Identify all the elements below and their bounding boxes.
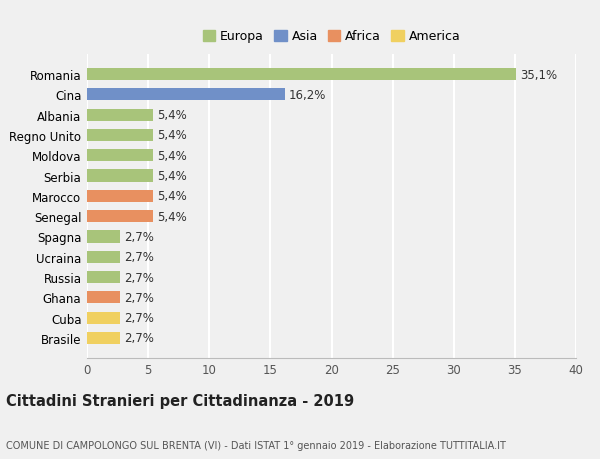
Legend: Europa, Asia, Africa, America: Europa, Asia, Africa, America (200, 28, 463, 46)
Text: 35,1%: 35,1% (520, 68, 557, 81)
Bar (87, 69, 516, 81)
Bar (87, 129, 153, 142)
Text: COMUNE DI CAMPOLONGO SUL BRENTA (VI) - Dati ISTAT 1° gennaio 2019 - Elaborazione: COMUNE DI CAMPOLONGO SUL BRENTA (VI) - D… (6, 440, 506, 450)
Bar (87, 150, 153, 162)
Bar (87, 271, 120, 284)
Text: 2,7%: 2,7% (124, 332, 154, 345)
Text: 2,7%: 2,7% (124, 291, 154, 304)
Text: 2,7%: 2,7% (124, 251, 154, 263)
Text: 2,7%: 2,7% (124, 230, 154, 243)
Bar (87, 312, 120, 324)
Text: 5,4%: 5,4% (157, 190, 187, 203)
Text: 5,4%: 5,4% (157, 210, 187, 223)
Bar (87, 89, 285, 101)
Text: 16,2%: 16,2% (289, 89, 326, 101)
Text: 5,4%: 5,4% (157, 150, 187, 162)
Text: 2,7%: 2,7% (124, 312, 154, 325)
Bar (87, 332, 120, 344)
Bar (87, 231, 120, 243)
Bar (87, 291, 120, 304)
Text: 2,7%: 2,7% (124, 271, 154, 284)
Bar (87, 109, 153, 122)
Bar (87, 190, 153, 202)
Text: 5,4%: 5,4% (157, 109, 187, 122)
Bar (87, 251, 120, 263)
Text: 5,4%: 5,4% (157, 170, 187, 183)
Text: 5,4%: 5,4% (157, 129, 187, 142)
Bar (87, 170, 153, 182)
Text: Cittadini Stranieri per Cittadinanza - 2019: Cittadini Stranieri per Cittadinanza - 2… (6, 393, 354, 409)
Bar (87, 211, 153, 223)
